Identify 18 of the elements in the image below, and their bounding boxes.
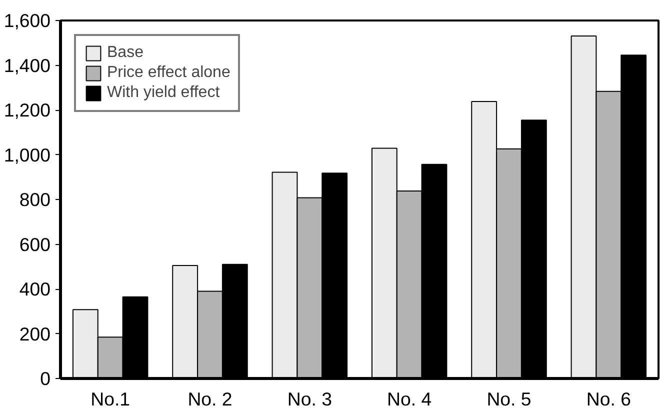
x-tick-label: No. 6 <box>586 388 631 410</box>
y-tick-label: 600 <box>19 234 51 255</box>
x-tick-label: No. 3 <box>287 388 332 410</box>
legend-label: Price effect alone <box>107 64 230 82</box>
y-tick-label: 1,200 <box>4 100 50 120</box>
y-tick-label: 0 <box>40 368 51 389</box>
y-tick-label: 1,400 <box>4 54 50 76</box>
y-tick-label: 800 <box>19 189 51 210</box>
x-tick-label: No. 5 <box>486 388 532 410</box>
y-tick-label: 200 <box>19 323 51 344</box>
x-tick-label: No.1 <box>90 388 130 410</box>
y-tick-label: 1,600 <box>4 10 50 31</box>
x-tick-label: No. 2 <box>188 388 232 410</box>
y-tick-label: 1,000 <box>4 144 50 166</box>
legend-label: Base <box>107 44 144 62</box>
y-tick-label: 400 <box>19 278 51 300</box>
x-tick-label: No. 4 <box>387 388 432 410</box>
legend-label: With yield effect <box>107 84 220 102</box>
